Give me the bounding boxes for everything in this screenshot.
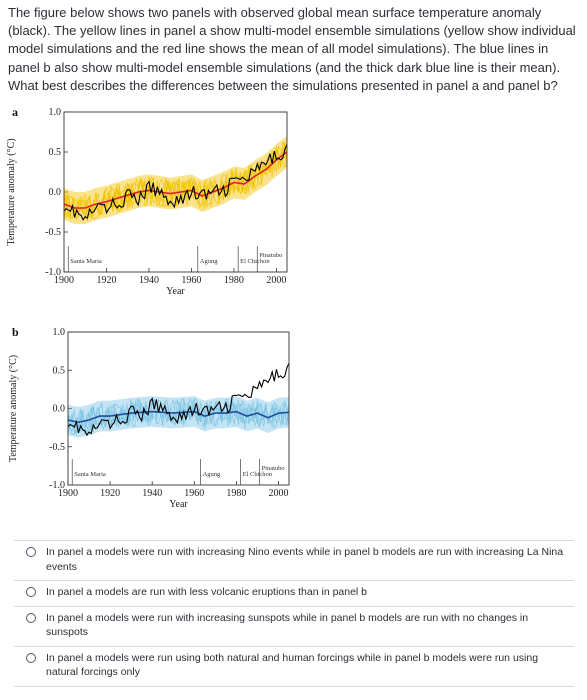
x-tick-label: 1980 xyxy=(226,488,246,499)
volcano-label: El Chichon xyxy=(240,258,270,265)
x-tick-label: 1940 xyxy=(142,488,162,499)
plot-frame xyxy=(63,111,288,273)
x-tick-label: 1900 xyxy=(54,275,74,286)
y-tick-label: -1.0 xyxy=(45,267,61,278)
radio-button[interactable] xyxy=(26,587,36,597)
plot-frame xyxy=(67,331,290,486)
option-label: In panel a models were run with increasi… xyxy=(46,546,564,573)
x-tick-label: 2000 xyxy=(268,488,288,499)
y-tick-label: 1.0 xyxy=(53,327,66,338)
model-spread-band xyxy=(64,136,287,224)
y-tick-label: 0.5 xyxy=(53,365,66,376)
volcano-label: Santa Maria xyxy=(74,471,106,478)
option-label: In panel a models were run using both na… xyxy=(46,651,539,679)
y-tick-label: 0.5 xyxy=(49,147,62,158)
x-tick-label: 1960 xyxy=(181,275,201,286)
x-axis-label: Year xyxy=(166,286,185,297)
x-tick-label: 1940 xyxy=(139,275,159,286)
radio-button[interactable] xyxy=(26,612,36,623)
volcano-label: El Chichon xyxy=(243,471,273,478)
observed-line xyxy=(63,144,288,221)
answer-option[interactable]: In panel a models were run with increasi… xyxy=(14,540,574,581)
answer-option[interactable]: In panel a models were run using both na… xyxy=(14,647,574,687)
x-tick-label: 1900 xyxy=(58,488,78,499)
y-tick-label: 0.0 xyxy=(49,187,62,198)
y-tick-label: 1.0 xyxy=(49,107,62,118)
x-tick-label: 1960 xyxy=(184,488,204,499)
y-tick-label: -1.0 xyxy=(49,480,65,491)
volcano-label: Agung xyxy=(200,258,218,265)
observed-line xyxy=(67,362,290,437)
question-text: The figure below shows two panels with o… xyxy=(8,5,576,93)
ensemble-member-line xyxy=(63,141,288,222)
model-mean-line xyxy=(63,151,288,209)
x-tick-label: 2000 xyxy=(266,275,286,286)
y-axis-label: Temperature anomaly (°C) xyxy=(6,138,17,245)
option-label: In panel a models are run with less volc… xyxy=(46,586,368,598)
volcano-label: Pinatubo xyxy=(262,465,285,472)
panel-letter: a xyxy=(12,105,18,119)
y-tick-label: -0.5 xyxy=(45,227,61,238)
volcano-label: Agung xyxy=(203,471,221,478)
answer-option[interactable]: In panel a models were run with increasi… xyxy=(14,607,574,647)
x-axis-label: Year xyxy=(169,499,188,510)
x-tick-label: 1980 xyxy=(224,275,244,286)
y-tick-label: 0.0 xyxy=(53,404,66,415)
x-tick-label: 1920 xyxy=(100,488,120,499)
ensemble-member-line xyxy=(67,399,290,433)
answer-option[interactable]: In panel a models are run with less volc… xyxy=(14,581,574,607)
y-tick-label: -0.5 xyxy=(49,442,65,453)
answer-options: In panel a models were run with increasi… xyxy=(14,540,574,687)
panel-letter: b xyxy=(12,325,19,339)
model-mean-line xyxy=(67,410,290,424)
x-tick-label: 1920 xyxy=(96,275,116,286)
volcano-label: Santa Maria xyxy=(70,258,102,265)
y-axis-label: Temperature anomaly (°C) xyxy=(8,355,19,462)
radio-button[interactable] xyxy=(26,652,36,663)
volcano-label: Pinatubo xyxy=(259,252,282,259)
option-label: In panel a models were run with increasi… xyxy=(46,611,529,639)
radio-button[interactable] xyxy=(26,547,36,557)
